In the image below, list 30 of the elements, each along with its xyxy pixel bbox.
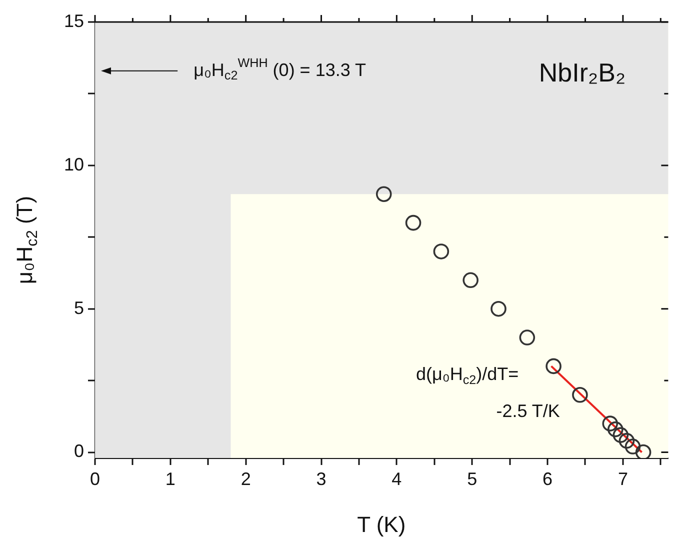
point	[635, 444, 652, 458]
point	[490, 300, 506, 317]
point	[572, 386, 588, 403]
point	[618, 432, 635, 449]
point	[624, 438, 641, 454]
x-tick-label: 6	[542, 468, 553, 489]
y-axis-title: μ₀Hc2 (T)	[12, 196, 41, 284]
point	[546, 358, 562, 374]
y-tick-label: 0	[74, 441, 84, 462]
point	[612, 427, 629, 443]
x-tick-label: 7	[618, 468, 628, 489]
point	[608, 421, 624, 438]
x-axis-title: T (K)	[357, 512, 406, 538]
x-tick-label: 4	[392, 468, 402, 489]
x-tick-label: 1	[165, 468, 176, 489]
point	[376, 186, 392, 202]
point	[519, 330, 536, 346]
x-tick-label: 3	[316, 468, 326, 489]
annotation: -2.5 T/K	[496, 401, 560, 422]
x-tick-label: 2	[240, 468, 251, 489]
y-tick-label: 5	[74, 298, 84, 318]
point	[433, 244, 450, 260]
point	[405, 214, 422, 231]
point	[602, 416, 618, 432]
annotation: NbIr₂B₂	[538, 57, 626, 88]
point	[462, 272, 478, 288]
x-tick-label: 0	[90, 468, 100, 489]
y-tick-label: 15	[64, 10, 84, 31]
x-tick-label: 5	[467, 468, 478, 489]
y-tick-label: 10	[64, 154, 84, 174]
